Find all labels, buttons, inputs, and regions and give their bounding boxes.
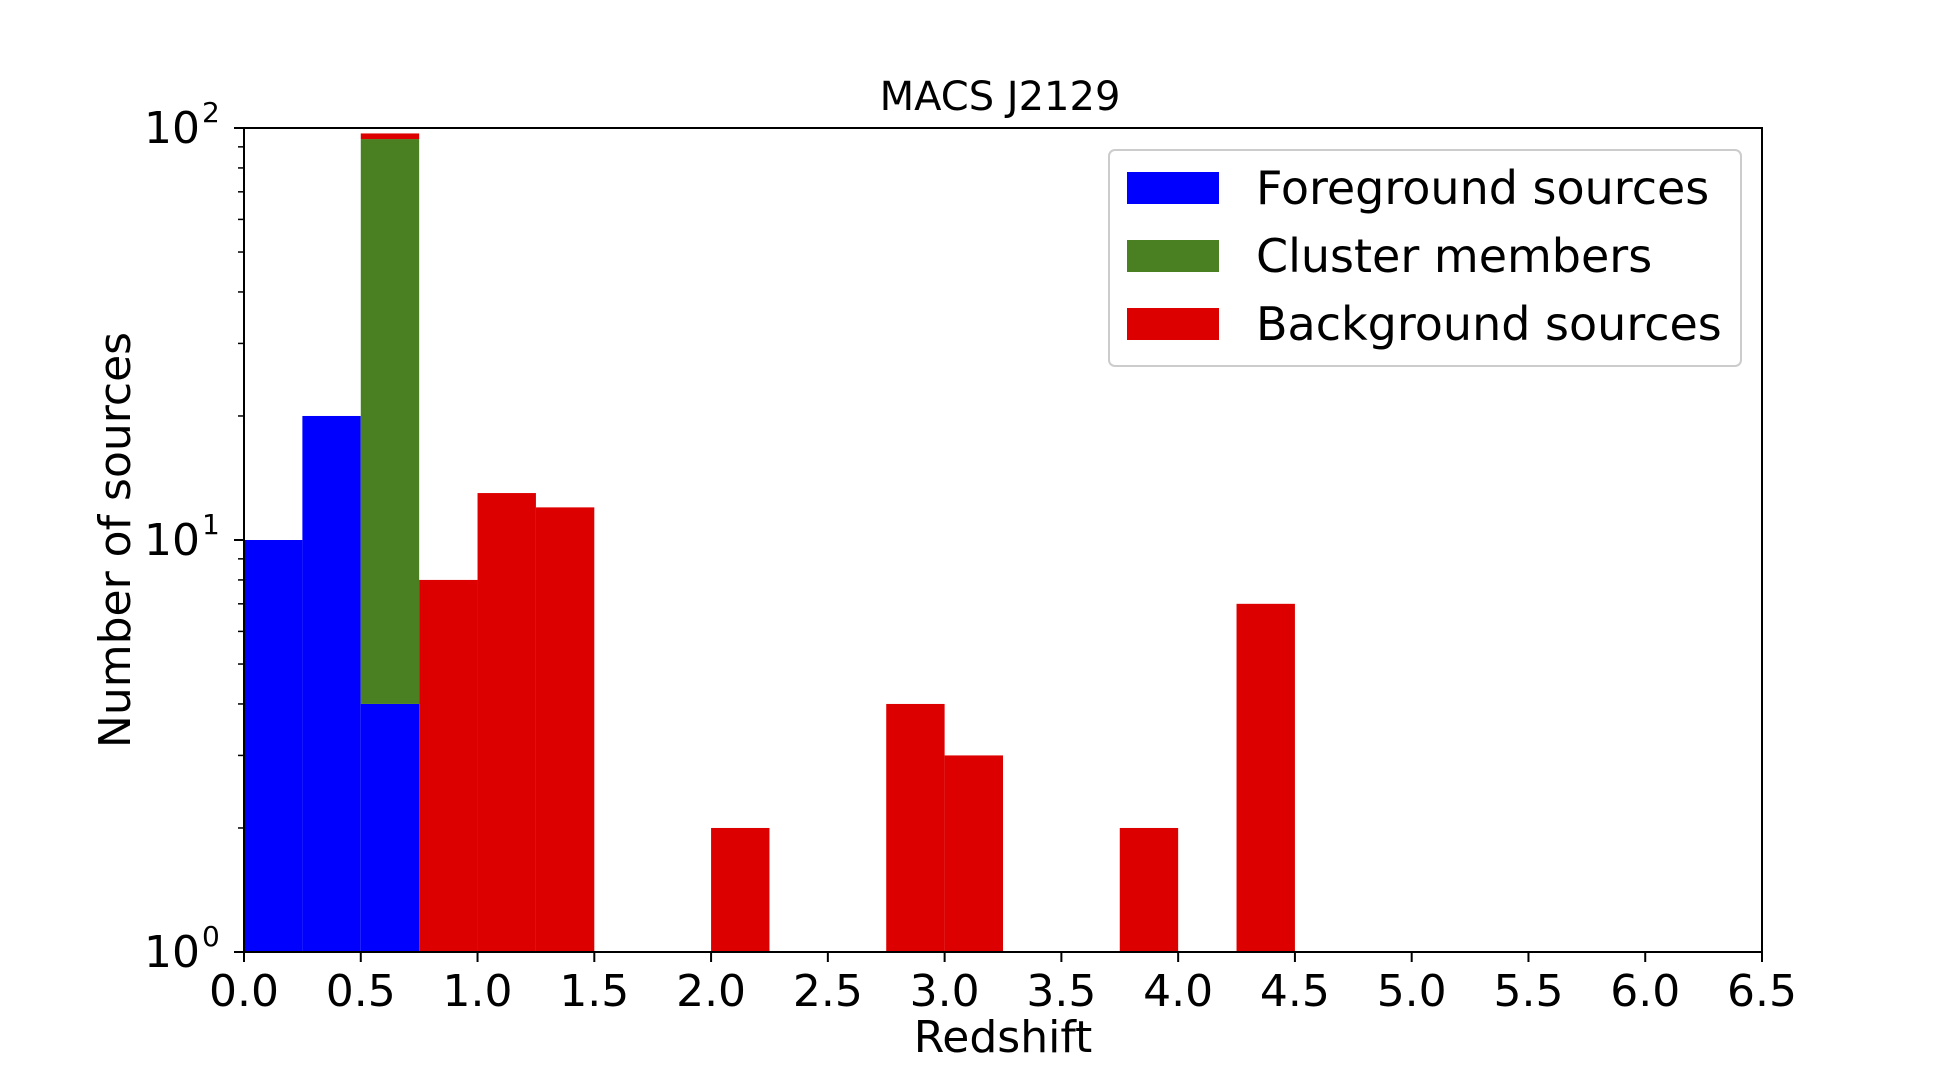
bar-background-sources-1 bbox=[419, 579, 478, 952]
bars-group bbox=[244, 133, 1295, 952]
x-tick-label: 5.0 bbox=[1377, 966, 1447, 1017]
bar-background-sources-7 bbox=[1119, 827, 1179, 952]
x-tick-label: 4.0 bbox=[1143, 966, 1213, 1017]
legend-label: Foreground sources bbox=[1256, 161, 1709, 215]
bar-cluster-members-0 bbox=[360, 139, 420, 704]
x-tick-label: 6.0 bbox=[1610, 966, 1680, 1017]
bar-background-sources-3 bbox=[535, 507, 595, 952]
y-tick-label-exponent: 1 bbox=[202, 508, 220, 541]
x-tick-label: 3.0 bbox=[910, 966, 980, 1017]
legend-swatch bbox=[1127, 172, 1219, 204]
bar-background-sources-8 bbox=[1236, 603, 1295, 952]
x-tick-label: 0.5 bbox=[326, 966, 396, 1017]
legend-label: Cluster members bbox=[1256, 229, 1652, 283]
x-tick-label: 5.5 bbox=[1493, 966, 1563, 1017]
legend: Foreground sources Cluster members Backgro… bbox=[1108, 149, 1742, 367]
x-tick-label: 2.5 bbox=[793, 966, 863, 1017]
bar-foreground-sources-0 bbox=[244, 540, 303, 952]
bar-background-sources-4 bbox=[711, 827, 770, 952]
x-axis-label: Redshift bbox=[914, 1012, 1093, 1063]
x-tick-label: 1.0 bbox=[443, 966, 513, 1017]
bar-background-sources-2 bbox=[477, 493, 536, 952]
chart-title: MACS J2129 bbox=[880, 74, 1121, 120]
legend-swatch bbox=[1127, 240, 1219, 272]
x-axis: 0.0 0.5 1.0 1.5 2.0 2.5 3.0 3.5 4.0 4.5 5.0 5.5 6.0 6… bbox=[209, 952, 1797, 1017]
legend-swatch bbox=[1127, 308, 1219, 340]
x-tick-label: 4.5 bbox=[1260, 966, 1330, 1017]
legend-label: Background sources bbox=[1256, 297, 1722, 351]
bar-background-sources-5 bbox=[886, 703, 945, 952]
x-tick-label: 3.5 bbox=[1026, 966, 1096, 1017]
y-tick-label-exponent: 0 bbox=[202, 920, 220, 953]
bar-background-sources-0 bbox=[360, 133, 420, 140]
legend-frame bbox=[1108, 149, 1742, 367]
y-tick-label-base: 10 bbox=[144, 927, 200, 978]
y-tick-label-base: 10 bbox=[144, 103, 200, 154]
bar-foreground-sources-2 bbox=[360, 703, 420, 952]
x-tick-label: 2.0 bbox=[676, 966, 746, 1017]
x-tick-label: 0.0 bbox=[209, 966, 279, 1017]
bar-background-sources-6 bbox=[944, 755, 1003, 952]
y-tick-label-base: 10 bbox=[144, 515, 200, 566]
bar-foreground-sources-1 bbox=[302, 415, 361, 952]
y-tick-label-exponent: 2 bbox=[202, 96, 220, 129]
x-tick-label: 6.5 bbox=[1727, 966, 1797, 1017]
y-axis-label: Number of sources bbox=[90, 332, 141, 748]
x-tick-label: 1.5 bbox=[559, 966, 629, 1017]
